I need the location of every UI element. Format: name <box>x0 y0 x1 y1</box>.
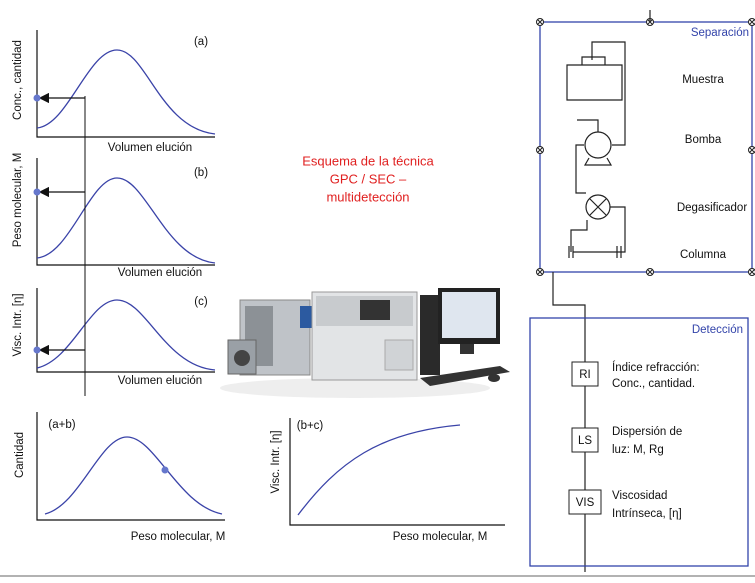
equipment-photo <box>220 288 510 398</box>
axes <box>290 418 505 525</box>
item-label: Bomba <box>685 134 722 146</box>
dot <box>34 95 41 102</box>
dot <box>34 189 41 196</box>
box-title: Detección <box>692 324 743 336</box>
title-line: multidetección <box>326 189 409 204</box>
panel-c: (c) Volumen elución Visc. Intr. [η] <box>12 288 215 387</box>
item-label: Columna <box>680 249 727 261</box>
detection-box: Detección RI Índice refracción: Conc., c… <box>530 318 748 566</box>
detector-code: RI <box>579 369 591 381</box>
detector-text: luz: M, Rg <box>612 444 664 456</box>
x-label: Volumen elución <box>118 375 202 387</box>
axes <box>37 288 215 372</box>
panel-b-c: (b+c) Peso molecular, M Visc. Intr. [η] <box>270 418 505 543</box>
box <box>530 318 748 566</box>
center-title: Esquema de la técnica GPC / SEC – multid… <box>302 153 434 204</box>
panel-a-b: (a+b) Peso molecular, M Cantidad <box>14 412 225 543</box>
detector-code: LS <box>578 435 592 447</box>
curve <box>298 425 460 515</box>
curve <box>37 178 215 263</box>
panel-tag: (a) <box>194 36 208 48</box>
detector-text: Dispersión de <box>612 426 682 438</box>
curve <box>37 300 215 370</box>
x-label: Peso molecular, M <box>131 531 226 543</box>
item-label: Muestra <box>682 74 724 86</box>
dot <box>34 347 41 354</box>
y-label: Peso molecular, M <box>12 153 24 248</box>
item-label: Degasificador <box>677 202 747 214</box>
separation-box: Separación Muestra Bomba Degasificador C… <box>537 10 755 276</box>
title-line: Esquema de la técnica <box>302 153 434 168</box>
y-label: Visc. Intr. [η] <box>270 430 282 493</box>
x-label: Volumen elución <box>118 267 202 279</box>
y-label: Conc., cantidad <box>12 40 24 120</box>
dot <box>162 467 169 474</box>
curve <box>45 437 222 514</box>
curve <box>37 50 215 134</box>
box-title: Separación <box>691 27 749 39</box>
x-label: Volumen elución <box>108 142 192 154</box>
detector-text: Índice refracción: <box>612 361 700 374</box>
box <box>540 22 752 272</box>
y-label: Visc. Intr. [η] <box>12 293 24 356</box>
connector <box>553 272 585 572</box>
title-line: GPC / SEC – <box>330 171 407 186</box>
panel-tag: (a+b) <box>48 419 75 431</box>
panel-tag: (b+c) <box>297 420 324 432</box>
detector-text: Intrínseca, [η] <box>612 508 682 520</box>
axes <box>37 158 215 265</box>
axes <box>37 30 215 137</box>
panel-a: (a) Volumen elución Conc., cantidad <box>12 30 215 154</box>
detector-text: Viscosidad <box>612 490 667 502</box>
detector-code: VIS <box>576 497 595 509</box>
x-label: Peso molecular, M <box>393 531 488 543</box>
detector-text: Conc., cantidad. <box>612 378 695 390</box>
panel-tag: (c) <box>194 296 208 308</box>
y-label: Cantidad <box>14 432 26 478</box>
panel-tag: (b) <box>194 167 208 179</box>
panel-b: (b) Volumen elución Peso molecular, M <box>12 153 215 279</box>
